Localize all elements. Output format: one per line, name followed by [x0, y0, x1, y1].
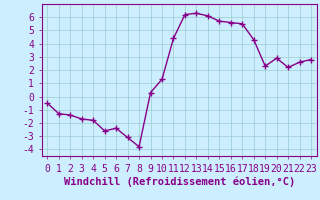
- X-axis label: Windchill (Refroidissement éolien,°C): Windchill (Refroidissement éolien,°C): [64, 176, 295, 187]
